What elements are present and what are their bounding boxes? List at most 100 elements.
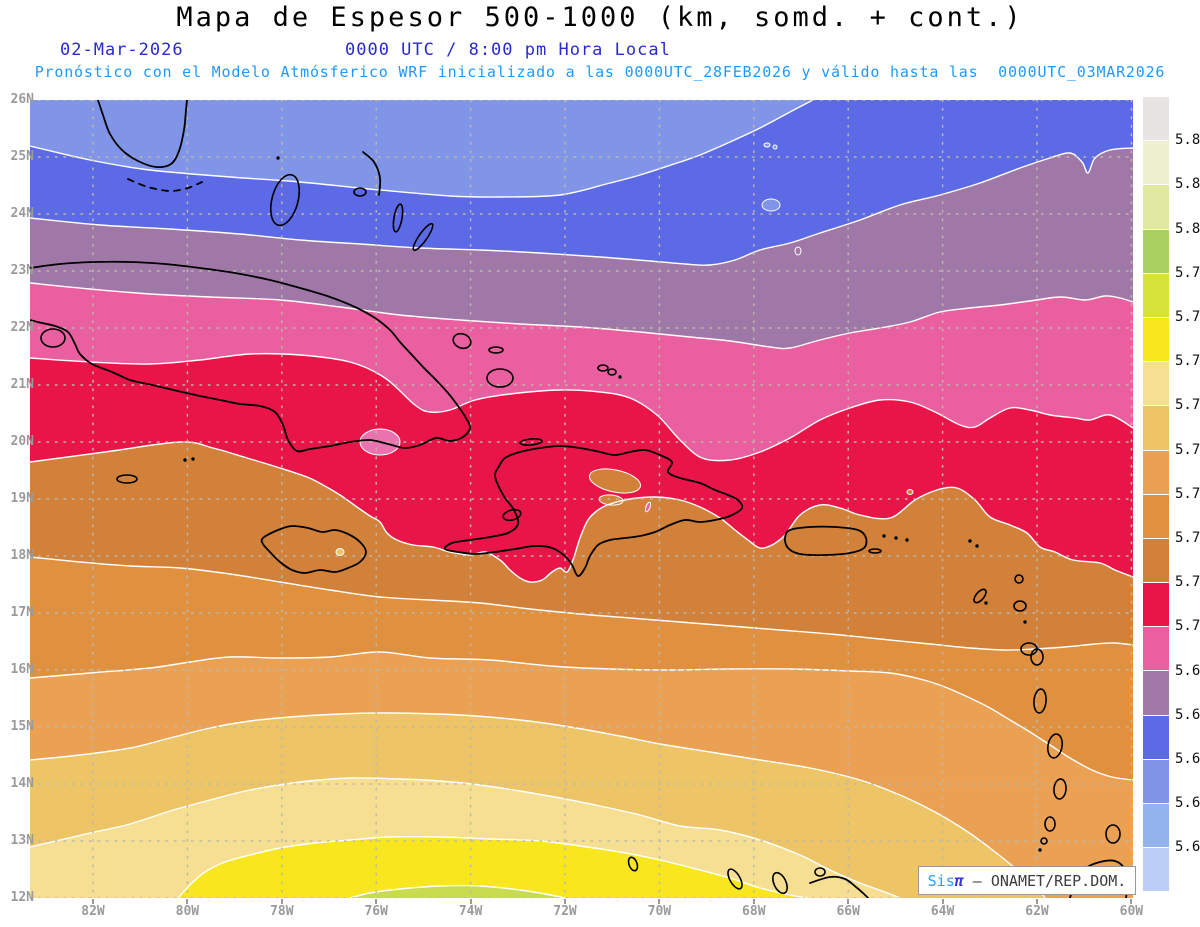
lat-label-13N: 13N [10, 833, 34, 848]
colorbar-segment-5 [1143, 317, 1169, 362]
island-outline [1014, 574, 1024, 584]
lon-tick [375, 899, 378, 904]
colorbar-segment-16 [1143, 804, 1169, 848]
colorbar-segment-7 [1143, 406, 1169, 450]
colorbar-segment-6 [1143, 362, 1169, 406]
colorbar-segment-9 [1143, 494, 1169, 538]
lon-tick [186, 899, 189, 904]
island-outline [1044, 816, 1056, 832]
island-outline [40, 328, 66, 348]
island-outline [1030, 648, 1044, 666]
island-outline [868, 548, 882, 554]
island-outline [1013, 600, 1027, 612]
lon-label-78W: 78W [270, 904, 294, 919]
band-5.772-5.783 [178, 836, 808, 898]
lat-label-18N: 18N [10, 548, 34, 563]
date-label: 02-Mar-2026 [60, 40, 184, 60]
island-outline [1033, 688, 1047, 714]
colorbar-segment-0 [1143, 97, 1169, 141]
lon-tick [92, 899, 94, 904]
coastline-hispaniola [443, 445, 744, 577]
colorbar-segment-10 [1143, 538, 1169, 583]
island-outline [627, 856, 639, 872]
colorbar-segment-2 [1143, 185, 1169, 229]
lon-label-70W: 70W [647, 904, 672, 919]
lat-label-19N: 19N [10, 491, 34, 506]
lat-label-14N: 14N [10, 776, 34, 791]
colorbar-label-5.807: 5.807 [1175, 220, 1200, 237]
time-label: 0000 UTC / 8:00 pm Hora Local [345, 40, 671, 60]
colorbar-label-5.724: 5.724 [1175, 530, 1200, 546]
light-blue-speck-2 [772, 144, 778, 150]
light-blue-lake [761, 198, 781, 212]
coastline-eleuthera [362, 151, 382, 196]
islet-dot [1023, 620, 1027, 624]
attribution-text: – ONAMET/REP.DOM. [963, 871, 1127, 890]
lon-tick [469, 899, 472, 904]
hispaniola-pink-sliver [644, 501, 652, 513]
island-outline [392, 203, 404, 233]
lon-label-82W: 82W [81, 904, 105, 919]
colorbar-segment-15 [1143, 759, 1169, 803]
colorbar [1143, 97, 1169, 892]
colorbar-segment-8 [1143, 450, 1169, 494]
lat-label-16N: 16N [10, 662, 34, 677]
island-outline [973, 588, 987, 604]
coastline-cuba [30, 260, 471, 453]
lon-label-76W: 76W [364, 904, 388, 919]
coastline-puerto-rico [784, 525, 868, 556]
contour-line-band-5.748-5.76 [30, 712, 1046, 898]
island-outline [1046, 733, 1064, 759]
colorbar-segment-17 [1143, 848, 1169, 892]
lat-label-23N: 23N [10, 263, 34, 278]
lon-label-62W: 62W [1025, 904, 1049, 919]
contour-line-band-5.7-5.712 [30, 352, 1133, 462]
island-outline [727, 868, 743, 890]
sispi-logo-sis: Sis [927, 871, 955, 890]
forecast-label: Pronóstico con el Modelo Atmósferico WRF… [34, 63, 1166, 81]
islet-dot [905, 538, 909, 542]
island-outline [452, 332, 472, 350]
lon-tick [1130, 899, 1133, 904]
thickness-contour-map [30, 100, 1133, 898]
lat-label-17N: 17N [10, 605, 34, 620]
attribution-box: Sis π – ONAMET/REP.DOM. [918, 866, 1136, 895]
colorbar-label-5.712: 5.712 [1175, 574, 1200, 591]
lon-tick [752, 899, 755, 904]
island-outline [519, 438, 543, 446]
sispi-logo-pi: π [954, 871, 964, 890]
lat-label-25N: 25N [10, 149, 34, 164]
light-blue-speck-1 [763, 142, 771, 148]
lat-label-12N: 12N [10, 890, 34, 905]
islet-dot [975, 544, 979, 548]
contour-line-band-5.76-5.772 [30, 777, 901, 898]
island-outline [486, 368, 514, 388]
islet-dot [968, 539, 972, 543]
contour-line-band-5.664-5.676 [30, 100, 814, 198]
lon-tick [564, 899, 566, 904]
colorbar-label-5.7: 5.7 [1175, 618, 1200, 635]
island-outline [488, 346, 504, 354]
lat-label-24N: 24N [10, 206, 34, 221]
islet-dot [618, 375, 622, 379]
lon-label-66W: 66W [836, 904, 860, 919]
island-outline [1040, 837, 1048, 845]
islet-dot [276, 156, 280, 160]
coastline-jamaica [260, 525, 367, 574]
contour-line-band-5.724-5.736 [30, 556, 1133, 651]
page-title: Mapa de Espesor 500-1000 (km, somd. + co… [176, 2, 1024, 33]
lon-tick [941, 899, 944, 904]
colorbar-label-5.748: 5.748 [1175, 441, 1200, 458]
contour-line-band-5.772-5.783 [177, 836, 809, 898]
orange-speck-east [906, 489, 914, 495]
colorbar-label-5.772: 5.772 [1175, 353, 1200, 370]
colorbar-label-5.652: 5.652 [1175, 795, 1200, 812]
lon-label-72W: 72W [553, 904, 577, 919]
island-outline [353, 187, 367, 197]
contour-line-band-5.783-5.795 [349, 884, 566, 898]
colorbar-segment-13 [1143, 671, 1169, 715]
island-outline [116, 474, 138, 484]
colorbar-segment-14 [1143, 715, 1169, 759]
colorbar-label-5.783: 5.783 [1175, 309, 1200, 325]
lat-label-15N: 15N [10, 719, 34, 734]
